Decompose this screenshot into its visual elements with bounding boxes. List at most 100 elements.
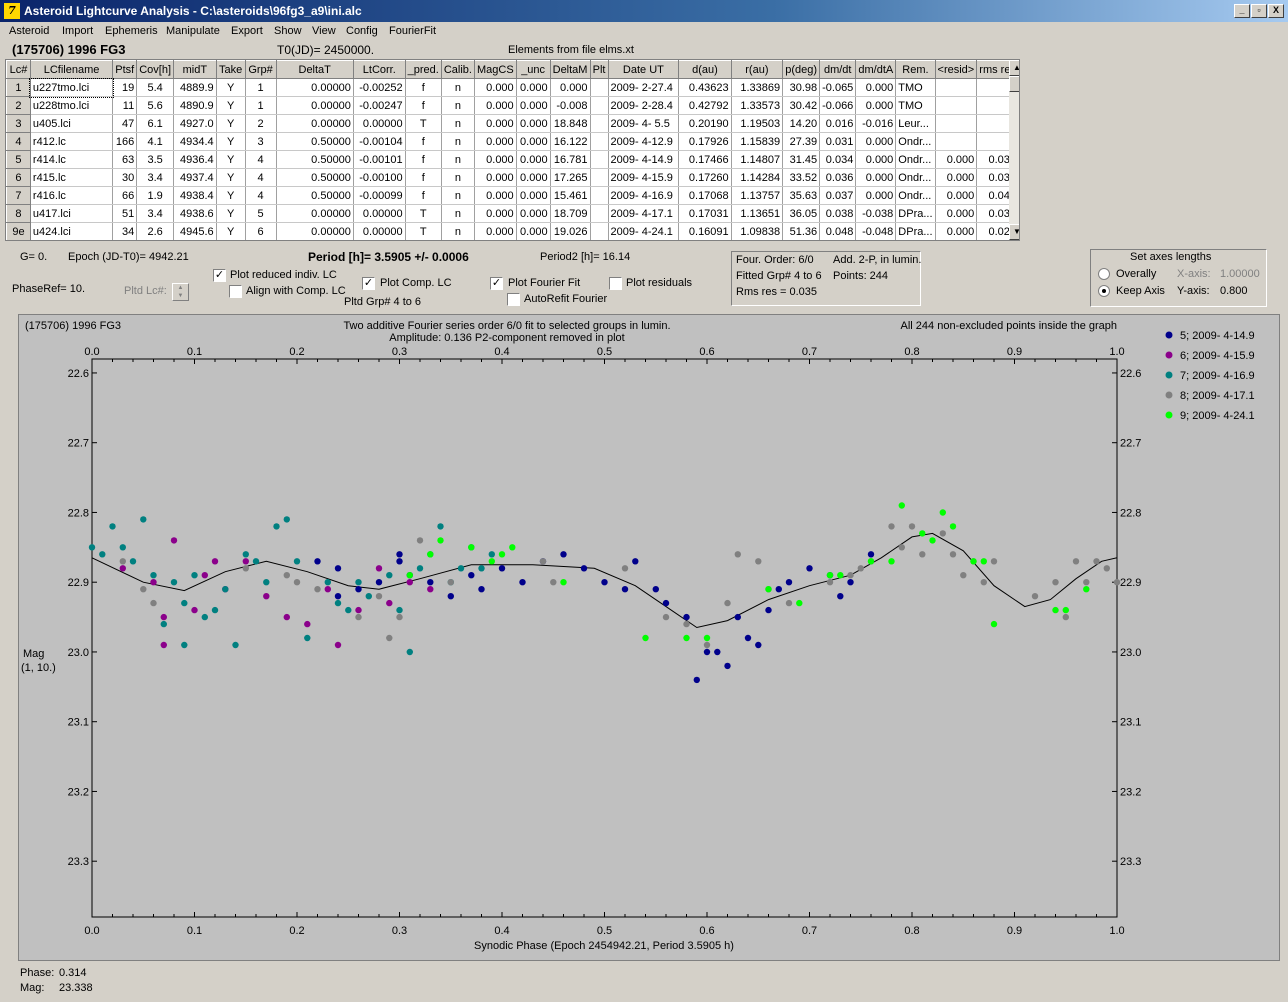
table-cell[interactable]: Y — [216, 96, 246, 115]
table-cell[interactable]: 0.000 — [516, 150, 551, 169]
table-cell[interactable]: 0.048 — [819, 222, 857, 240]
row-header[interactable]: 9e — [6, 222, 31, 240]
menu-ephemeris[interactable]: Ephemeris — [105, 25, 158, 37]
row-header[interactable]: 4 — [6, 132, 31, 151]
table-cell[interactable]: 1.13757 — [731, 186, 784, 205]
table-cell[interactable]: 0.43623 — [678, 78, 732, 97]
restore-button[interactable]: ▫ — [1251, 4, 1267, 18]
table-cell[interactable]: 30.98 — [782, 78, 821, 97]
table-cell[interactable]: 0.000 — [516, 132, 551, 151]
table-cell[interactable]: -0.00101 — [353, 150, 406, 169]
table-cell[interactable]: T — [405, 222, 442, 240]
table-cell[interactable]: 1.13651 — [731, 204, 784, 223]
table-cell[interactable]: n — [441, 168, 475, 187]
table-cell[interactable]: T — [405, 114, 442, 133]
table-cell[interactable]: 0.000 — [474, 186, 517, 205]
table-cell[interactable]: 3.4 — [136, 168, 175, 187]
table-cell[interactable]: 1.15839 — [731, 132, 784, 151]
table-cell[interactable]: 4889.9 — [173, 78, 217, 97]
scroll-up-button[interactable]: ▲ — [1009, 60, 1019, 76]
table-cell[interactable]: Ondr... — [895, 186, 936, 205]
table-cell[interactable] — [590, 132, 609, 151]
pltd-lc-spinner[interactable]: ▲ ▼ — [172, 283, 189, 301]
table-cell[interactable]: 51.36 — [782, 222, 821, 240]
minimize-button[interactable]: _ — [1234, 4, 1250, 18]
xaxis-value[interactable]: 1.00000 — [1220, 268, 1260, 280]
table-cell[interactable]: 1 — [245, 96, 277, 115]
column-header[interactable]: Ptsf — [112, 60, 138, 79]
table-cell[interactable]: 2009- 4-24.1 — [608, 222, 680, 240]
row-header[interactable]: 2 — [6, 96, 31, 115]
table-cell[interactable] — [590, 150, 609, 169]
table-cell[interactable]: TMO — [895, 78, 936, 97]
table-cell[interactable]: 3.5 — [136, 150, 175, 169]
scroll-down-button[interactable]: ▼ — [1009, 224, 1019, 240]
column-header[interactable]: Rem. — [895, 60, 936, 79]
table-cell[interactable]: 17.265 — [550, 168, 591, 187]
table-cell[interactable]: -0.065 — [819, 78, 857, 97]
table-cell[interactable] — [935, 78, 978, 97]
table-cell[interactable]: 0.000 — [516, 114, 551, 133]
table-cell[interactable]: 0.000 — [935, 186, 978, 205]
table-cell[interactable] — [935, 132, 978, 151]
spin-down-icon[interactable]: ▼ — [177, 293, 184, 299]
row-header[interactable]: 1 — [6, 78, 31, 97]
table-cell[interactable]: 0.00000 — [276, 114, 354, 133]
table-cell[interactable]: 0.000 — [474, 132, 517, 151]
table-cell[interactable]: 4 — [245, 150, 277, 169]
table-cell[interactable] — [590, 204, 609, 223]
table-cell[interactable]: 0.000 — [474, 78, 517, 97]
table-cell[interactable]: 4938.6 — [173, 204, 217, 223]
table-cell[interactable]: 0.000 — [855, 132, 897, 151]
table-cell[interactable]: 5 — [245, 204, 277, 223]
table-cell[interactable]: u405.lci — [30, 114, 114, 133]
menu-manipulate[interactable]: Manipulate — [166, 25, 220, 37]
table-cell[interactable] — [590, 186, 609, 205]
table-cell[interactable]: 0.00000 — [353, 204, 406, 223]
table-cell[interactable]: 1 — [245, 78, 277, 97]
table-cell[interactable]: 0.000 — [474, 222, 517, 240]
column-header[interactable]: p(deg) — [782, 60, 821, 79]
table-cell[interactable]: 18.848 — [550, 114, 591, 133]
table-cell[interactable]: 2009- 4-14.9 — [608, 150, 680, 169]
table-cell[interactable]: Ondr... — [895, 168, 936, 187]
spin-up-icon[interactable]: ▲ — [177, 285, 184, 291]
table-cell[interactable]: r414.lc — [30, 150, 114, 169]
table-cell[interactable]: 0.000 — [516, 222, 551, 240]
table-cell[interactable]: r412.lc — [30, 132, 114, 151]
column-header[interactable]: dm/dt — [819, 60, 857, 79]
menu-asteroid[interactable]: Asteroid — [9, 25, 50, 37]
table-row[interactable]: 5 r414.lc 63 3.5 4936.4 Y 4 0.50000 -0.00101 f n 0.… — [6, 150, 1019, 169]
table-cell[interactable]: Y — [216, 150, 246, 169]
table-cell[interactable]: Y — [216, 168, 246, 187]
table-cell[interactable]: 0.17466 — [678, 150, 732, 169]
table-cell[interactable]: n — [441, 186, 475, 205]
table-cell[interactable]: 0.000 — [855, 78, 897, 97]
table-cell[interactable]: u424.lci — [30, 222, 114, 240]
table-cell[interactable]: 2009- 2-28.4 — [608, 96, 680, 115]
table-cell[interactable]: 0.000 — [516, 168, 551, 187]
plot-residuals-checkbox[interactable] — [609, 277, 622, 290]
table-cell[interactable] — [590, 78, 609, 97]
column-header[interactable]: r(au) — [730, 60, 784, 79]
column-header[interactable]: <resid> — [934, 60, 978, 79]
table-cell[interactable]: 0.034 — [819, 150, 857, 169]
table-cell[interactable]: 18.709 — [550, 204, 591, 223]
table-cell[interactable]: 0.000 — [474, 168, 517, 187]
table-cell[interactable]: u227tmo.lci — [29, 77, 114, 98]
menu-config[interactable]: Config — [346, 25, 378, 37]
column-header[interactable]: LCfilename — [29, 60, 114, 79]
table-cell[interactable]: 2.6 — [136, 222, 175, 240]
column-header[interactable]: Grp# — [244, 60, 277, 79]
table-cell[interactable]: -0.048 — [855, 222, 897, 240]
table-cell[interactable]: 27.39 — [782, 132, 821, 151]
table-row[interactable]: 6 r415.lc 30 3.4 4937.4 Y 4 0.50000 -0.00100 f n 0.… — [6, 168, 1019, 187]
column-header[interactable]: DeltaT — [275, 60, 354, 79]
table-cell[interactable]: 2 — [245, 114, 277, 133]
table-cell[interactable]: 51 — [112, 204, 138, 223]
row-header[interactable]: 3 — [6, 114, 31, 133]
plot-reduced-checkbox[interactable]: ✓ — [213, 269, 226, 282]
table-cell[interactable]: Y — [216, 222, 246, 240]
